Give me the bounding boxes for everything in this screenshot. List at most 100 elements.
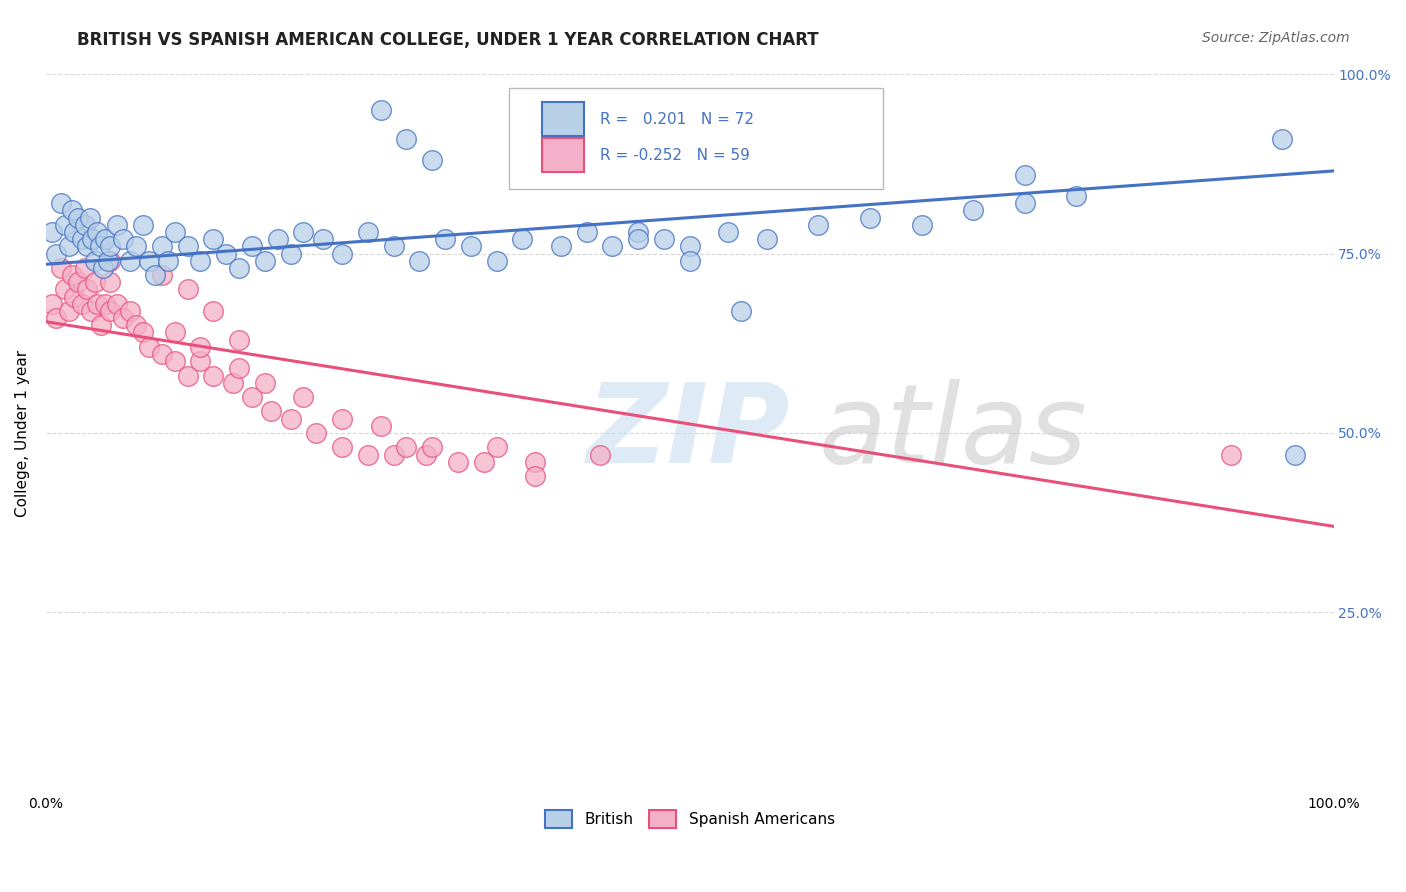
Text: Source: ZipAtlas.com: Source: ZipAtlas.com	[1202, 31, 1350, 45]
Point	[524, 455, 547, 469]
Point	[588, 448, 610, 462]
Point	[202, 232, 225, 246]
Point	[67, 211, 90, 225]
FancyBboxPatch shape	[509, 88, 883, 189]
Point	[163, 225, 186, 239]
Point	[125, 318, 148, 333]
Point	[240, 390, 263, 404]
Point	[112, 311, 135, 326]
Point	[163, 326, 186, 340]
Point	[98, 304, 121, 318]
Point	[89, 239, 111, 253]
Point	[105, 218, 128, 232]
Point	[550, 239, 572, 253]
Point	[460, 239, 482, 253]
Point	[76, 239, 98, 253]
Point	[176, 282, 198, 296]
Y-axis label: College, Under 1 year: College, Under 1 year	[15, 350, 30, 516]
Text: atlas: atlas	[818, 379, 1087, 486]
Point	[408, 253, 430, 268]
Point	[370, 418, 392, 433]
Point	[420, 153, 443, 168]
Point	[395, 131, 418, 145]
Point	[292, 390, 315, 404]
Point	[260, 404, 283, 418]
Point	[292, 225, 315, 239]
Point	[105, 297, 128, 311]
Point	[150, 347, 173, 361]
Point	[202, 368, 225, 383]
Point	[1014, 168, 1036, 182]
Point	[150, 268, 173, 282]
Point	[1284, 448, 1306, 462]
Point	[717, 225, 740, 239]
Point	[53, 218, 76, 232]
Point	[859, 211, 882, 225]
Point	[512, 232, 534, 246]
Point	[472, 455, 495, 469]
Point	[67, 275, 90, 289]
Point	[228, 260, 250, 275]
Point	[83, 253, 105, 268]
Point	[86, 225, 108, 239]
Point	[190, 253, 212, 268]
Point	[125, 239, 148, 253]
Point	[807, 218, 830, 232]
Point	[240, 239, 263, 253]
Point	[82, 232, 104, 246]
Point	[357, 448, 380, 462]
Text: R =   0.201   N = 72: R = 0.201 N = 72	[599, 112, 754, 127]
Point	[627, 225, 650, 239]
Point	[94, 297, 117, 311]
Point	[357, 225, 380, 239]
Legend: British, Spanish Americans: British, Spanish Americans	[538, 804, 841, 835]
Point	[51, 196, 73, 211]
FancyBboxPatch shape	[541, 102, 583, 136]
Point	[63, 225, 86, 239]
Point	[756, 232, 779, 246]
Point	[80, 304, 103, 318]
Point	[1271, 131, 1294, 145]
Point	[202, 304, 225, 318]
Point	[98, 275, 121, 289]
Point	[53, 282, 76, 296]
Point	[312, 232, 335, 246]
Point	[395, 441, 418, 455]
FancyBboxPatch shape	[541, 138, 583, 172]
Point	[70, 297, 93, 311]
Point	[305, 425, 328, 440]
Point	[45, 311, 67, 326]
Point	[679, 239, 702, 253]
Point	[94, 232, 117, 246]
Point	[98, 253, 121, 268]
Point	[280, 411, 302, 425]
Point	[910, 218, 932, 232]
Point	[652, 232, 675, 246]
Point	[91, 260, 114, 275]
Point	[138, 253, 160, 268]
Point	[228, 333, 250, 347]
Point	[280, 246, 302, 260]
Point	[434, 232, 457, 246]
Point	[730, 304, 752, 318]
Point	[41, 225, 63, 239]
Point	[382, 239, 405, 253]
Point	[190, 354, 212, 368]
Point	[138, 340, 160, 354]
Point	[190, 340, 212, 354]
Point	[176, 368, 198, 383]
Point	[485, 441, 508, 455]
Point	[253, 376, 276, 390]
Point	[602, 239, 624, 253]
Point	[267, 232, 290, 246]
Point	[221, 376, 243, 390]
Point	[51, 260, 73, 275]
Point	[330, 246, 353, 260]
Point	[86, 297, 108, 311]
Point	[150, 239, 173, 253]
Point	[157, 253, 180, 268]
Point	[41, 297, 63, 311]
Text: R = -0.252   N = 59: R = -0.252 N = 59	[599, 148, 749, 162]
Point	[215, 246, 238, 260]
Point	[382, 448, 405, 462]
